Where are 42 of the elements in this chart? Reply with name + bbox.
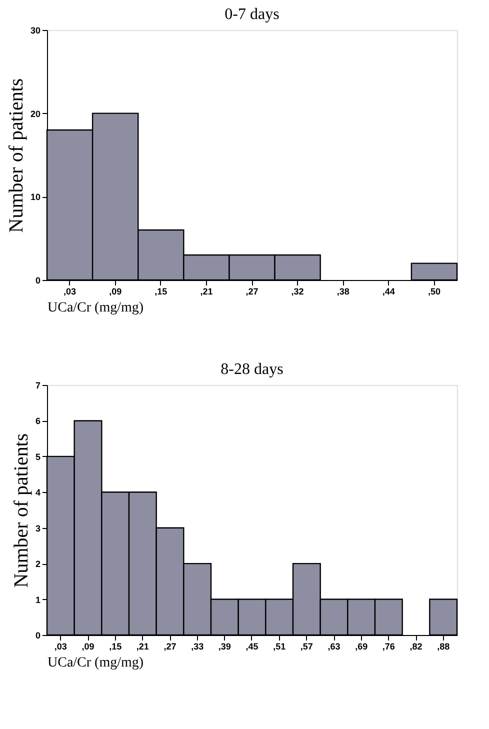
y-tick-label: 3	[35, 523, 40, 534]
y-tick-label: 5	[35, 452, 40, 462]
x-tick-label: ,09	[109, 286, 122, 296]
x-tick-label: ,15	[109, 642, 122, 652]
x-tick-label: ,38	[336, 286, 350, 296]
x-axis-title: UCa/Cr (mg/mg)	[48, 656, 144, 670]
x-tick-label: ,57	[300, 642, 313, 652]
y-tick-label: 0	[35, 630, 40, 640]
y-tick-label: 2	[35, 559, 40, 570]
x-tick-label: ,76	[382, 642, 395, 652]
x-tick-label: ,15	[154, 286, 168, 296]
x-tick-label: ,03	[64, 286, 76, 296]
x-tick-label: ,44	[382, 286, 395, 296]
x-tick-label: ,32	[291, 286, 304, 296]
x-tick-label: ,21	[136, 642, 149, 652]
x-tick-label: ,39	[218, 642, 231, 652]
y-tick-label: 6	[35, 416, 40, 426]
x-tick-label: ,82	[410, 642, 422, 652]
x-tick-label: ,51	[273, 642, 286, 652]
y-axis-title: Number of patients	[10, 433, 32, 588]
y-tick-label: 1	[35, 594, 40, 605]
x-tick-label: ,03	[54, 642, 67, 652]
x-tick-label: ,09	[82, 642, 94, 652]
x-axis-title: UCa/Cr (mg/mg)	[48, 300, 144, 316]
x-tick-label: ,50	[428, 286, 440, 296]
x-tick-label: ,69	[355, 642, 368, 652]
x-tick-label: ,88	[437, 642, 450, 652]
y-axis-title: Number of patients	[5, 78, 28, 233]
x-tick-label: ,33	[191, 642, 204, 652]
y-tick-label: 0	[35, 276, 40, 286]
chart-title: 0-7 days	[224, 6, 280, 23]
x-tick-label: ,45	[246, 642, 258, 652]
y-tick-label: 30	[30, 26, 40, 36]
y-tick-label: 4	[35, 488, 40, 498]
x-tick-label: ,27	[246, 286, 258, 296]
y-tick-label: 7	[35, 380, 40, 390]
x-tick-label: ,63	[328, 642, 340, 652]
x-tick-label: ,27	[164, 642, 176, 652]
chart-title: 8-28 days	[220, 361, 284, 378]
y-tick-label: 20	[30, 108, 40, 119]
y-tick-label: 10	[30, 192, 40, 202]
x-tick-label: ,21	[200, 286, 213, 296]
